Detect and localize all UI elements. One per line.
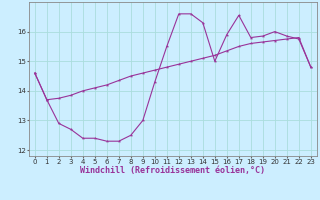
X-axis label: Windchill (Refroidissement éolien,°C): Windchill (Refroidissement éolien,°C) [80, 166, 265, 175]
